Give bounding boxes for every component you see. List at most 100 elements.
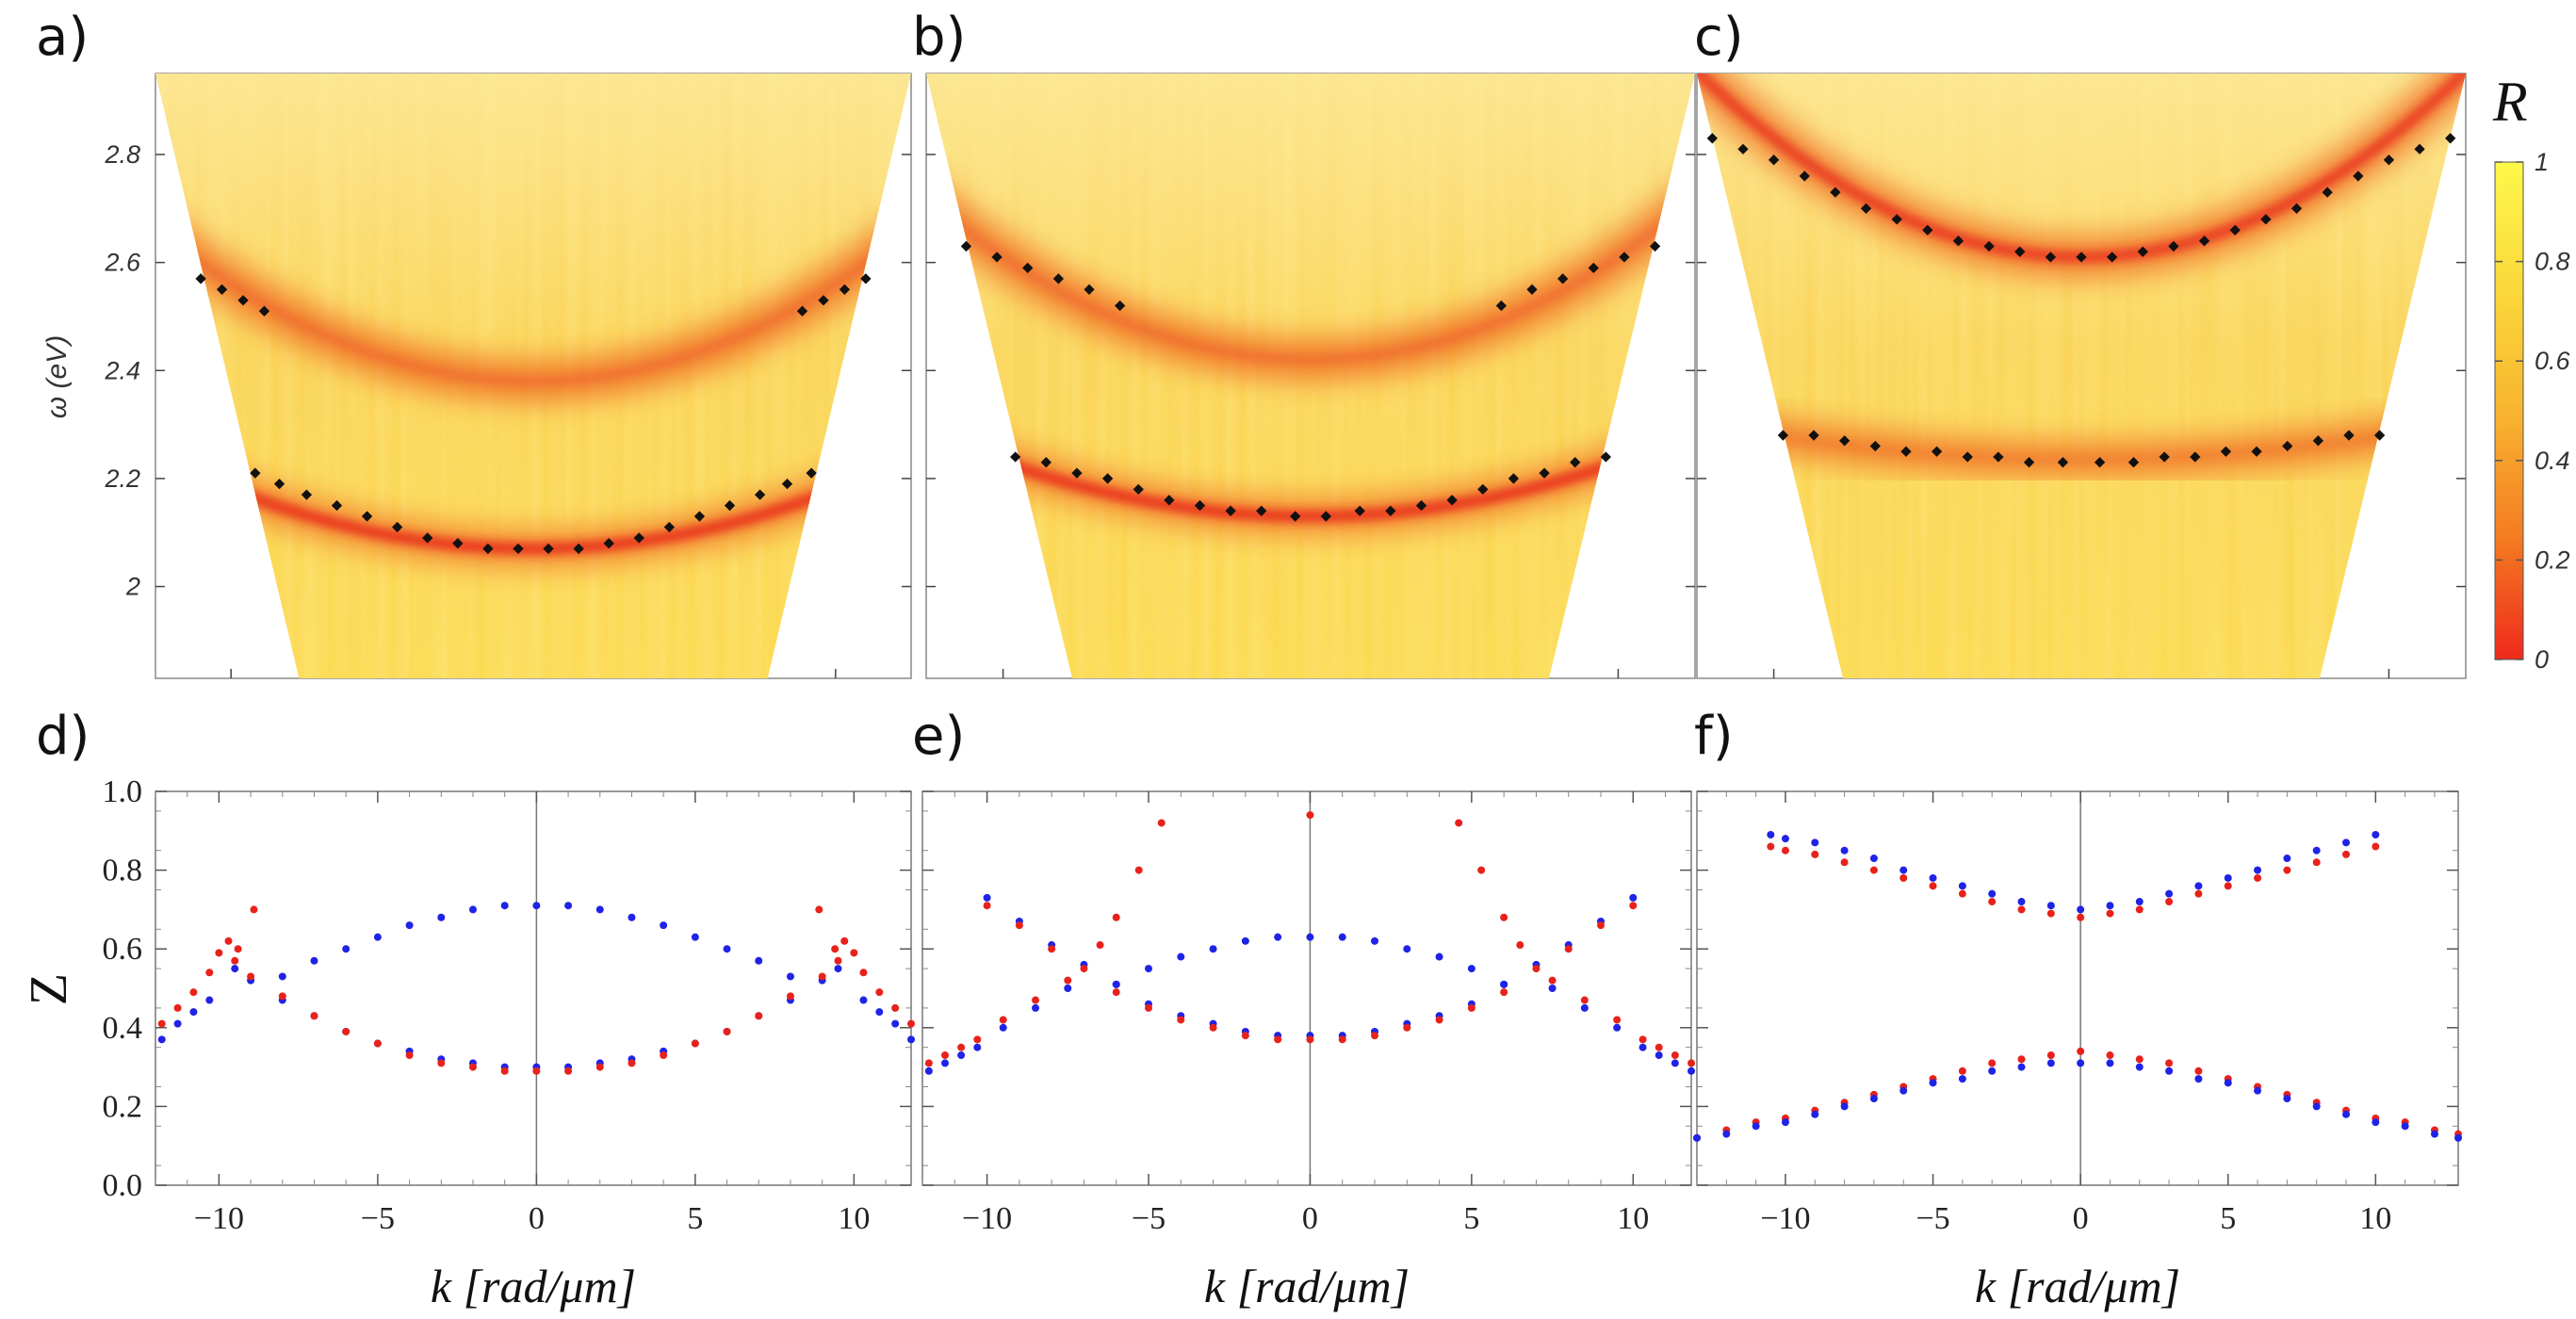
data-point bbox=[1306, 811, 1314, 820]
data-point bbox=[157, 1019, 166, 1028]
data-point bbox=[1580, 996, 1589, 1004]
data-point bbox=[2283, 855, 2291, 863]
data-point bbox=[1671, 1051, 1679, 1060]
data-marker bbox=[452, 538, 464, 549]
data-point bbox=[2224, 882, 2232, 890]
data-point bbox=[983, 902, 991, 910]
data-marker bbox=[1133, 483, 1144, 496]
data-point bbox=[1655, 1051, 1663, 1060]
data-point bbox=[1371, 936, 1378, 945]
data-marker bbox=[1256, 505, 1267, 516]
data-point bbox=[437, 913, 446, 921]
bottom-panel-d: 0.0 0.2 0.4 0.6 0.8 1.0 −10 −5 0 5 10 k [rad/μm] d) bbox=[36, 706, 915, 1312]
data-marker bbox=[1808, 430, 1819, 441]
panel-label: e) bbox=[912, 706, 965, 767]
data-marker bbox=[1830, 187, 1841, 198]
panel-label: a) bbox=[36, 7, 89, 68]
data-point bbox=[1467, 1003, 1475, 1012]
x-axis-title: k [rad/μm] bbox=[431, 1260, 636, 1312]
data-point bbox=[278, 972, 286, 981]
data-point bbox=[1613, 1023, 1622, 1032]
data-point bbox=[1958, 889, 1966, 898]
data-marker bbox=[633, 532, 644, 544]
data-point bbox=[2454, 1133, 2462, 1142]
data-marker bbox=[1922, 224, 1933, 236]
data-point bbox=[1767, 830, 1775, 839]
data-point bbox=[1840, 846, 1849, 855]
data-point bbox=[1435, 1016, 1443, 1024]
data-marker bbox=[2023, 457, 2035, 468]
data-point bbox=[2106, 909, 2114, 918]
data-point bbox=[1840, 858, 1849, 867]
data-marker bbox=[1415, 499, 1427, 512]
data-point bbox=[405, 921, 414, 930]
data-point bbox=[1988, 1059, 1997, 1067]
data-point bbox=[1655, 1043, 1663, 1051]
data-point bbox=[1032, 1003, 1039, 1012]
data-marker bbox=[1557, 273, 1569, 285]
data-point bbox=[786, 992, 794, 1001]
x-tick-label: −5 bbox=[1916, 1201, 1949, 1236]
data-point bbox=[859, 996, 868, 1004]
data-point bbox=[1403, 945, 1411, 953]
data-point bbox=[1958, 1075, 1966, 1083]
y-axis-title: Z bbox=[20, 973, 78, 1005]
data-point bbox=[342, 945, 351, 953]
data-marker bbox=[2414, 143, 2425, 155]
data-point bbox=[500, 1067, 509, 1075]
data-marker bbox=[1225, 505, 1236, 516]
data-marker bbox=[1354, 505, 1365, 516]
x-tick-label: 5 bbox=[2220, 1201, 2236, 1236]
data-point bbox=[564, 1067, 573, 1075]
data-point bbox=[1274, 933, 1282, 941]
top-panel-c: c) bbox=[1694, 7, 2467, 679]
data-point bbox=[2283, 1095, 2291, 1103]
data-point bbox=[1306, 1035, 1314, 1044]
data-marker bbox=[818, 295, 829, 306]
data-point bbox=[2017, 898, 2026, 906]
data-point bbox=[1693, 1133, 1701, 1142]
data-point bbox=[1613, 1016, 1622, 1024]
data-point bbox=[1639, 1043, 1647, 1051]
data-marker bbox=[482, 543, 494, 555]
data-marker bbox=[2076, 252, 2087, 263]
data-point bbox=[691, 1039, 699, 1048]
data-point bbox=[2341, 839, 2350, 847]
data-point bbox=[834, 956, 842, 965]
data-point bbox=[999, 1016, 1007, 1024]
data-point bbox=[2341, 850, 2350, 858]
colorbar-title: R bbox=[2492, 71, 2528, 133]
data-marker bbox=[1320, 511, 1331, 522]
data-point bbox=[2224, 873, 2232, 882]
heatmap bbox=[1697, 73, 2466, 678]
data-point bbox=[1869, 855, 1878, 863]
data-point bbox=[532, 1067, 541, 1075]
data-marker bbox=[1071, 467, 1083, 479]
data-point bbox=[2224, 1079, 2232, 1087]
data-marker bbox=[1799, 171, 1810, 182]
colorbar-tick-label: 0.6 bbox=[2535, 347, 2571, 375]
data-point bbox=[1403, 1023, 1411, 1032]
colorbar: R 0 0.2 0.4 0.6 0.8 1 bbox=[2492, 71, 2571, 674]
data-point bbox=[342, 1027, 351, 1035]
data-point bbox=[2135, 898, 2144, 906]
data-marker bbox=[1993, 451, 2004, 463]
data-point bbox=[1899, 873, 1908, 882]
y-tick-label: 1.0 bbox=[103, 774, 143, 809]
data-point bbox=[660, 1051, 668, 1060]
data-marker bbox=[361, 511, 373, 522]
data-point bbox=[1477, 866, 1486, 874]
data-point bbox=[723, 1027, 731, 1035]
data-point bbox=[2254, 1086, 2262, 1095]
data-marker bbox=[1931, 446, 1943, 457]
data-marker bbox=[1706, 133, 1718, 144]
x-tick-label: 0 bbox=[1302, 1201, 1318, 1236]
data-marker bbox=[2291, 203, 2303, 214]
data-point bbox=[2106, 1059, 2114, 1067]
data-point bbox=[189, 988, 198, 997]
data-point bbox=[999, 1023, 1007, 1032]
data-point bbox=[2372, 830, 2380, 839]
data-point bbox=[1500, 913, 1508, 921]
data-point bbox=[1988, 1067, 1997, 1075]
